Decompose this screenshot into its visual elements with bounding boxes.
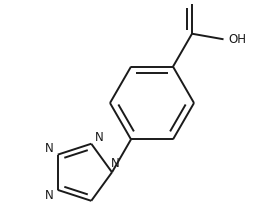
Text: N: N [45,142,54,155]
Text: N: N [45,189,54,202]
Text: OH: OH [228,33,247,46]
Text: N: N [95,131,104,144]
Text: N: N [111,157,119,170]
